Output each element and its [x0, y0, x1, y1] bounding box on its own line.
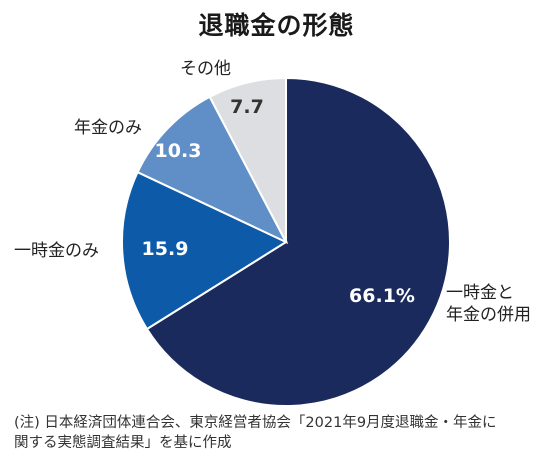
pie-slice-3 [136, 95, 289, 245]
category-label-slice-4-line-1: その他 [180, 59, 231, 79]
value-label-slice-2: 15.9 [142, 238, 189, 260]
source-note-line-2: 関する実態調査結果」を基に作成 [14, 435, 232, 451]
category-label-slice-1-line-2: 年金の併用 [446, 305, 531, 325]
pie-slice-1 [145, 76, 451, 407]
value-label-slice-4: 7.7 [230, 96, 264, 118]
pie-slice-4 [208, 76, 287, 243]
source-note: (注) 日本経済団体連合会、東京経営者協会「2021年9月度退職金・年金に 関す… [14, 413, 544, 453]
category-label-slice-3-line-1: 年金のみ [74, 118, 142, 138]
pie-slice-2 [121, 170, 289, 331]
value-label-slice-3: 10.3 [155, 140, 202, 162]
source-note-line-1: (注) 日本経済団体連合会、東京経営者協会「2021年9月度退職金・年金に [14, 415, 497, 431]
value-label-slice-1: 66.1% [349, 285, 415, 307]
category-label-slice-2-line-1: 一時金のみ [14, 241, 99, 261]
category-label-slice-1-line-1: 一時金と [446, 283, 514, 303]
chart-title: 退職金の形態 [198, 11, 355, 40]
